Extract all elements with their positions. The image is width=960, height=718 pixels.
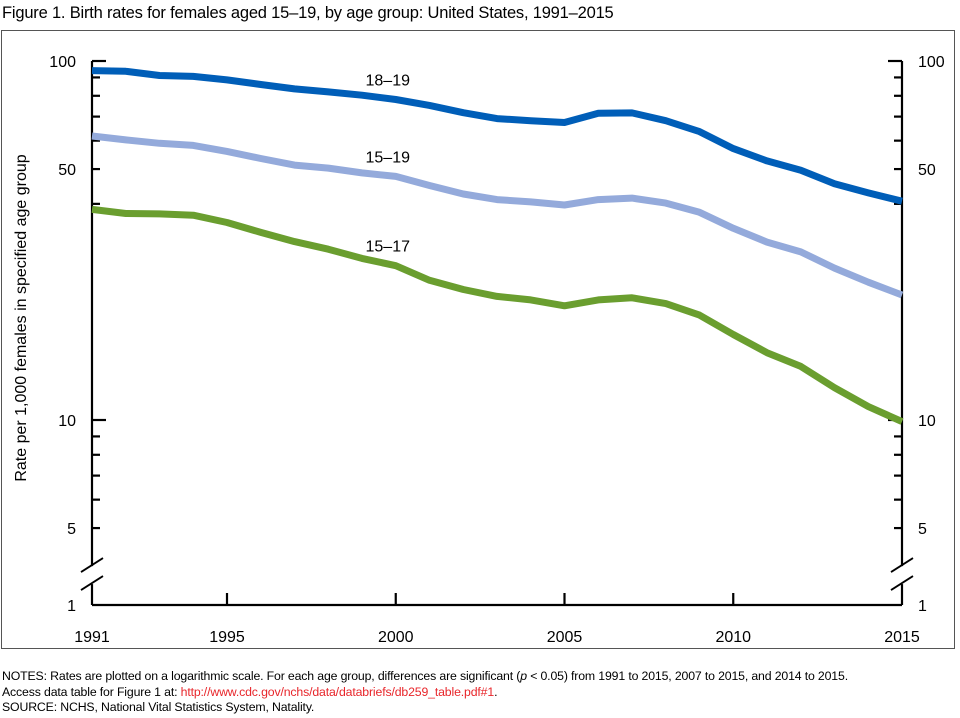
x-tick-label: 2005 — [547, 629, 583, 646]
data-table-link[interactable]: http://www.cdc.gov/nchs/data/databriefs/… — [180, 684, 495, 699]
x-tick-label: 1995 — [209, 629, 245, 646]
axis-break-mark — [80, 557, 104, 573]
y-tick-label: 10 — [918, 413, 936, 430]
axis-break-mark — [80, 575, 104, 591]
series-line-15-19 — [91, 132, 904, 299]
y-tick-label: 10 — [58, 413, 76, 430]
series-label: 15–17 — [366, 239, 411, 256]
series-line-15-17 — [91, 205, 904, 425]
notes-line-1: NOTES: Rates are plotted on a logarithmi… — [2, 669, 848, 683]
series-label: 15–19 — [366, 149, 411, 166]
series-line-18-19 — [91, 67, 903, 205]
source-line: SOURCE: NCHS, National Vital Statistics … — [2, 700, 315, 714]
x-tick-label: 2015 — [884, 629, 920, 646]
axis-break-mark — [890, 557, 914, 573]
chart-frame — [1, 30, 955, 649]
y-tick-label: 5 — [67, 521, 76, 538]
y-tick-label: 100 — [918, 54, 945, 71]
y-tick-label: 1 — [67, 598, 76, 615]
notes: NOTES: Rates are plotted on a logarithmi… — [2, 669, 848, 716]
y-tick-label: 5 — [918, 521, 927, 538]
x-tick-label: 1991 — [74, 629, 110, 646]
notes-line-2: Access data table for Figure 1 at: http:… — [2, 684, 498, 699]
line-chart: 100 50 10 5 1 100 50 10 5 1 1991 1995 2000 2005 2010 20… — [13, 54, 945, 646]
series-label: 18–19 — [366, 73, 411, 90]
x-tick-label: 2000 — [378, 629, 414, 646]
x-tick-label: 2010 — [715, 629, 751, 646]
y-tick-label: 50 — [918, 162, 936, 179]
series-labels: 18–19 15–19 15–17 — [366, 73, 411, 256]
figure-title: Figure 1. Birth rates for females aged 1… — [2, 4, 614, 22]
y-tick-label: 50 — [58, 162, 76, 179]
y-tick-label: 1 — [918, 598, 927, 615]
y-axis-label: Rate per 1,000 females in specified age … — [13, 154, 30, 481]
axis-break-mark — [890, 575, 914, 591]
y-tick-label: 100 — [49, 54, 76, 71]
series-group — [91, 67, 904, 425]
axes: 100 50 10 5 1 100 50 10 5 1 1991 1995 2000 2005 2010 20… — [49, 54, 945, 646]
